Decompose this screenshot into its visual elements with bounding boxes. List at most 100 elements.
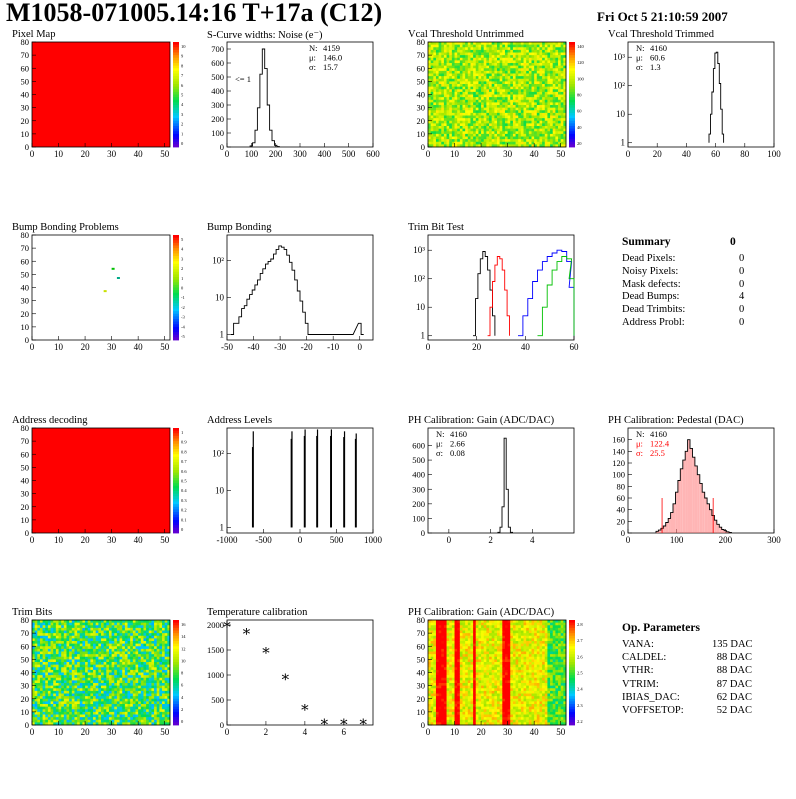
heatmap-cell [154, 625, 157, 628]
heatmap-cell [67, 652, 70, 655]
heatmap-cell [473, 74, 476, 77]
heatmap-cell [489, 129, 492, 132]
heatmap-cell [449, 42, 452, 45]
heatmap-cell [106, 652, 109, 655]
heatmap-cell [130, 657, 133, 660]
color-scale-step [569, 97, 575, 100]
heatmap-cell [146, 709, 149, 712]
y-tick-label: 40 [417, 90, 426, 100]
heatmap-cell [122, 644, 125, 647]
heatmap-cell [526, 105, 529, 108]
heatmap-cell [526, 139, 529, 142]
heatmap-cell [35, 701, 38, 704]
heatmap-cell [431, 68, 434, 71]
heatmap-cell [32, 620, 35, 623]
heatmap-cell [465, 55, 468, 58]
heatmap-cell [436, 137, 439, 140]
heatmap-cell [104, 638, 107, 641]
heatmap-cell [502, 134, 505, 137]
heatmap-cell [128, 636, 131, 639]
heatmap-cell [455, 116, 458, 119]
heatmap-cell [561, 105, 564, 108]
heatmap-cell [516, 113, 519, 116]
heatmap-cell [35, 646, 38, 649]
heatmap-cell [433, 66, 436, 69]
heatmap-cell [80, 633, 83, 636]
heatmap-cell [117, 657, 120, 660]
heatmap-cell [143, 667, 146, 670]
heatmap-cell [463, 55, 466, 58]
heatmap-cell [494, 116, 497, 119]
heatmap-cell [465, 95, 468, 98]
heatmap-cell [449, 58, 452, 61]
heatmap-cell [43, 709, 46, 712]
heatmap-cell [162, 696, 165, 699]
heatmap-cell [460, 68, 463, 71]
y-tick-label: 1 [220, 329, 225, 339]
heatmap-cell [500, 71, 503, 74]
heatmap-cell [497, 42, 500, 45]
heatmap-cell [539, 113, 542, 116]
y-tick-label: 80 [21, 37, 30, 47]
heatmap-cell [130, 686, 133, 689]
color-scale-label: 10 [181, 44, 186, 49]
heatmap-cell [159, 646, 162, 649]
heatmap-cell [555, 71, 558, 74]
heatmap-cell [457, 97, 460, 100]
heatmap-cell [476, 84, 479, 87]
heatmap-cell [463, 110, 466, 113]
heatmap-cell [53, 638, 56, 641]
x-tick-label: 60 [570, 342, 580, 352]
heatmap-cell [505, 105, 508, 108]
heatmap-cell [449, 47, 452, 50]
heatmap-cell [154, 652, 157, 655]
heatmap-cell [67, 675, 70, 678]
heatmap-cell [545, 102, 548, 105]
heatmap-cell [497, 58, 500, 61]
heatmap-cell [138, 707, 141, 710]
heatmap-cell [561, 134, 564, 137]
heatmap-cell [45, 644, 48, 647]
heatmap-cell [56, 691, 59, 694]
heatmap-cell [508, 47, 511, 50]
heatmap-cell [51, 638, 54, 641]
heatmap-cell [449, 121, 452, 124]
heatmap-cell [553, 87, 556, 90]
y-tick-label: 600 [412, 441, 425, 451]
heatmap-cell [120, 646, 123, 649]
color-scale-step [173, 272, 179, 275]
heatmap-cell [157, 699, 160, 702]
heatmap-cell [428, 628, 431, 631]
y-tick-label: 80 [21, 230, 30, 240]
heatmap-cell [143, 699, 146, 702]
heatmap-cell [481, 66, 484, 69]
heatmap-cell [455, 55, 458, 58]
color-scale-step [173, 42, 179, 45]
heatmap-cell [521, 60, 524, 63]
heatmap-cell [436, 108, 439, 111]
heatmap-cell [508, 68, 511, 71]
color-scale-step [173, 235, 179, 238]
heatmap-cell [143, 701, 146, 704]
color-scale-step [173, 267, 179, 270]
heatmap-cell [43, 696, 46, 699]
heatmap-cell [109, 646, 112, 649]
heatmap-cell [452, 105, 455, 108]
heatmap-cell [539, 58, 542, 61]
heatmap-cell [88, 665, 91, 668]
heatmap-cell [431, 81, 434, 84]
heatmap-cell [109, 704, 112, 707]
heatmap-cell [470, 126, 473, 129]
heatmap-cell [508, 118, 511, 121]
heatmap-cell [484, 53, 487, 56]
heatmap-cell [67, 680, 70, 683]
heatmap-cell [561, 116, 564, 119]
heatmap-cell [130, 683, 133, 686]
heatmap-cell [96, 720, 99, 723]
heatmap-cell [486, 108, 489, 111]
heatmap-cell [45, 696, 48, 699]
heatmap-cell [149, 659, 152, 662]
heatmap-cell [497, 53, 500, 56]
heatmap-cell [93, 646, 96, 649]
